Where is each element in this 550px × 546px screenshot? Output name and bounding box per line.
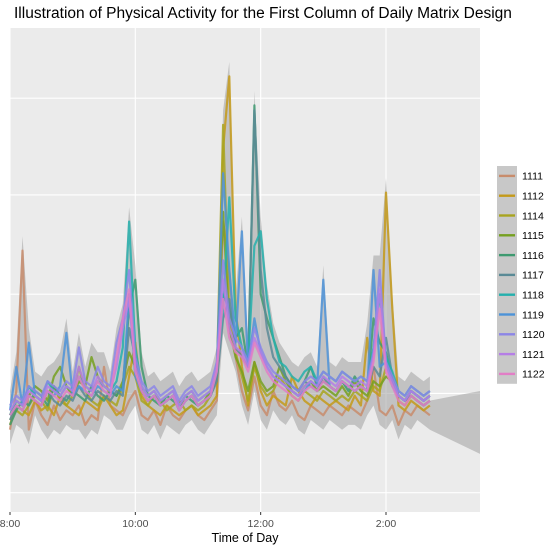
legend-label-1112: 1112 (522, 191, 544, 203)
x-tick-label: 10:00 (122, 518, 148, 530)
legend-label-1120: 1120 (522, 329, 545, 341)
x-tick-label: 8:00 (0, 518, 20, 530)
legend-label-1119: 1119 (522, 309, 544, 321)
plot-panel (10, 28, 480, 512)
legend-label-1115: 1115 (522, 230, 544, 242)
x-axis-title: Time of Day (212, 531, 280, 545)
legend-label-1122: 1122 (522, 369, 545, 381)
chart-title: Illustration of Physical Activity for th… (14, 5, 512, 22)
x-axis-ticks: 8:00 10:00 12:00 2:00 (0, 512, 396, 530)
legend-label-1117: 1117 (522, 270, 544, 282)
legend-label-1121: 1121 (522, 349, 545, 361)
legend-label-1116: 1116 (522, 250, 544, 262)
legend-label-1114: 1114 (522, 210, 544, 222)
legend-label-1111: 1111 (522, 171, 543, 183)
legend-label-1118: 1118 (522, 290, 544, 302)
legend: 1111 1112 1114 1115 1116 1117 1118 1119 1120 1121… (497, 166, 545, 384)
x-tick-label: 12:00 (248, 518, 274, 530)
x-tick-label: 2:00 (376, 518, 397, 530)
